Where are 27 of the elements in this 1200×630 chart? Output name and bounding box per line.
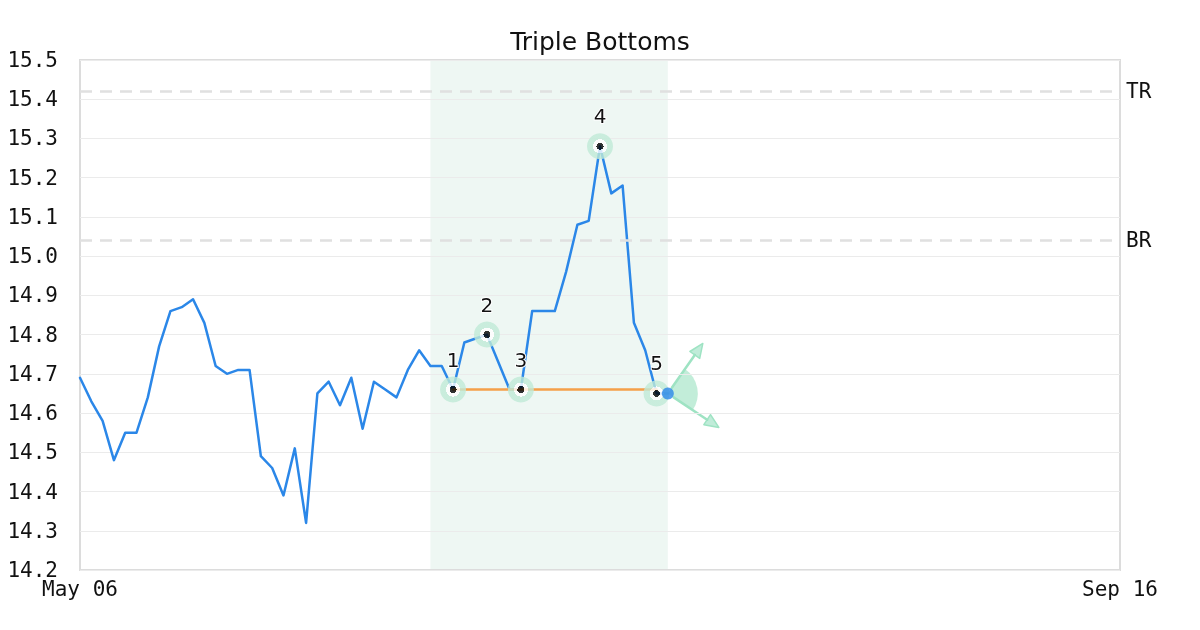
y-tick-label: 15.5 — [7, 48, 58, 72]
y-tick-label: 15.4 — [7, 87, 58, 112]
y-tick-label: 14.6 — [7, 401, 58, 426]
annotation: 4 — [593, 104, 607, 129]
chart-title: Triple Bottoms — [509, 27, 690, 56]
ref-line-label: TR — [1126, 79, 1152, 104]
y-tick-label: 14.9 — [7, 283, 58, 308]
x-tick-label: Sep 16 — [1082, 576, 1158, 601]
annotation: 5 — [650, 351, 663, 376]
point — [440, 376, 467, 403]
y-tick-label: 14.5 — [7, 440, 58, 465]
ref-line-label: BR — [1126, 228, 1152, 253]
y-tick-label: 14.7 — [7, 361, 58, 386]
point — [661, 387, 674, 400]
y-tick-label: 14.4 — [7, 479, 58, 504]
y-tick-label: 15.3 — [7, 126, 58, 151]
point — [473, 321, 500, 348]
y-tick-label: 14.3 — [7, 518, 58, 543]
annotation: 2 — [480, 292, 494, 317]
y-tick-label: 14.8 — [7, 322, 58, 347]
y-tick-label: 15.2 — [7, 165, 58, 190]
y-tick-label: 15.1 — [7, 204, 58, 229]
annotation: 1 — [446, 347, 460, 372]
y-tick-label: 15.0 — [7, 244, 58, 269]
point — [587, 133, 613, 160]
point — [507, 376, 534, 403]
x-tick-label: May 06 — [42, 576, 118, 601]
